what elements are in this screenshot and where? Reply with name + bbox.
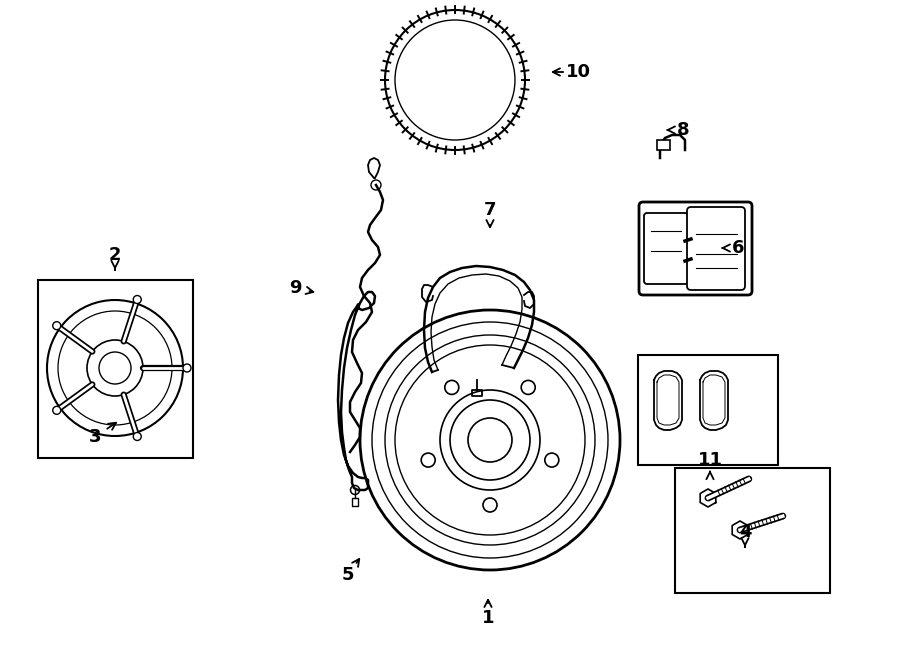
- FancyBboxPatch shape: [644, 213, 688, 284]
- Text: 6: 6: [732, 239, 744, 257]
- FancyBboxPatch shape: [687, 207, 745, 290]
- Text: 5: 5: [342, 566, 355, 584]
- Bar: [675, 468, 830, 593]
- Bar: [638, 355, 778, 465]
- Text: 7: 7: [484, 201, 496, 219]
- Bar: [38, 280, 193, 458]
- Text: 8: 8: [677, 121, 689, 139]
- Text: 11: 11: [698, 451, 723, 469]
- Circle shape: [53, 407, 61, 414]
- Text: 1: 1: [482, 609, 494, 627]
- Text: 4: 4: [739, 523, 752, 541]
- Bar: [657, 140, 670, 150]
- Circle shape: [53, 322, 61, 330]
- Text: 2: 2: [109, 246, 122, 264]
- Circle shape: [133, 295, 141, 303]
- Text: 9: 9: [289, 279, 302, 297]
- Text: 3: 3: [89, 428, 101, 446]
- Circle shape: [183, 364, 191, 372]
- Text: 10: 10: [565, 63, 590, 81]
- Circle shape: [133, 432, 141, 440]
- FancyBboxPatch shape: [639, 202, 752, 295]
